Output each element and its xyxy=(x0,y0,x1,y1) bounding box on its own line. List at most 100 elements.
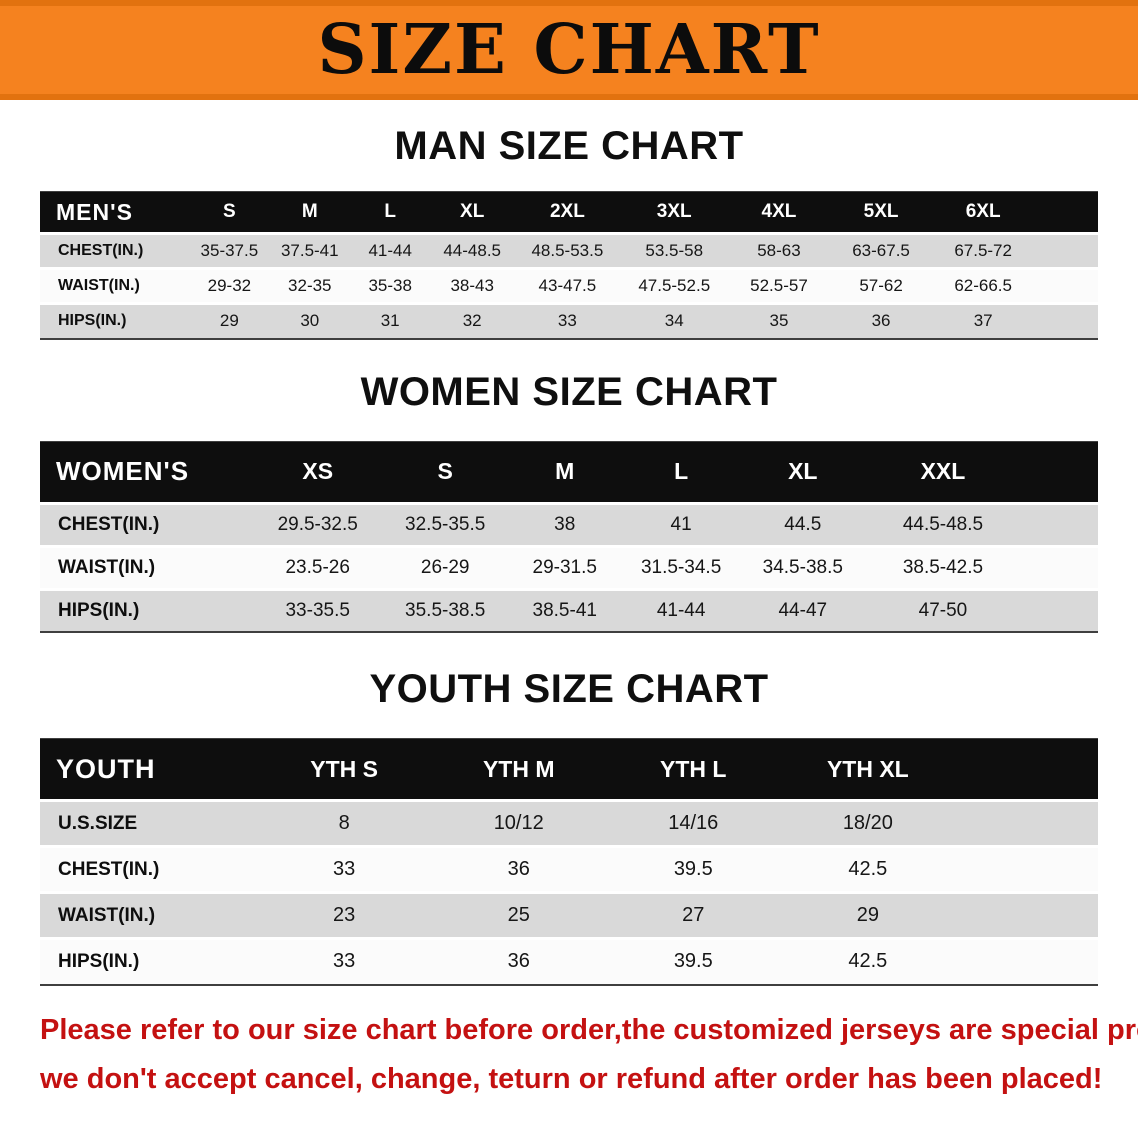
cell-value: 39.5 xyxy=(673,950,713,973)
cell-value: 48.5-53.5 xyxy=(531,241,604,260)
page-title: SIZE CHART xyxy=(317,10,821,90)
spacer-cell xyxy=(1034,304,1098,339)
table-row: HIPS(IN.) 33 36 39.5 42.5 xyxy=(40,938,1098,985)
cell-value: 27 xyxy=(682,904,705,926)
row-label: WAIST(IN.) xyxy=(58,277,140,294)
column-header: XXL xyxy=(920,458,966,484)
cell-value: 29-32 xyxy=(207,276,252,295)
cell-value: 35-38 xyxy=(368,276,412,295)
cell-value: 8 xyxy=(338,812,350,834)
table-corner-label: YOUTH xyxy=(56,753,156,784)
youth-size-section: YOUTH SIZE CHART YOUTH YTH S YTH M YTH L YTH… xyxy=(0,667,1138,986)
cell-value: 33 xyxy=(557,311,577,331)
cell-value: 32.5-35.5 xyxy=(405,513,486,535)
cell-value: 26-29 xyxy=(420,556,470,578)
cell-value: 25 xyxy=(507,904,530,926)
cell-value: 38.5-41 xyxy=(532,599,597,621)
cell-value: 32-35 xyxy=(288,276,332,295)
table-row: CHEST(IN.) 29.5-32.5 32.5-35.5 38 41 44.5 44.5… xyxy=(40,503,1098,546)
cell-value: 63-67.5 xyxy=(852,241,910,260)
table-header-row: WOMEN'S XS S M L XL XXL xyxy=(40,441,1098,503)
cell-value: 57-62 xyxy=(859,276,903,295)
cell-value: 52.5-57 xyxy=(750,276,808,295)
cell-value: 14/16 xyxy=(668,812,719,834)
cell-value: 29.5-32.5 xyxy=(277,513,358,535)
cell-value: 35-37.5 xyxy=(200,241,259,260)
cell-value: 38.5-42.5 xyxy=(902,556,984,578)
row-label: CHEST(IN.) xyxy=(58,858,160,880)
cell-value: 38 xyxy=(554,513,576,535)
cell-value: 39.5 xyxy=(673,858,713,880)
women-size-section: WOMEN SIZE CHART WOMEN'S XS S M L XL XXL CHEST(… xyxy=(0,370,1138,633)
table-row: WAIST(IN.) 29-32 32-35 35-38 38-43 43-47.5 47.… xyxy=(40,268,1098,304)
table-corner-label: WOMEN'S xyxy=(56,456,190,486)
cell-value: 37.5-41 xyxy=(280,241,339,260)
women-size-table: WOMEN'S XS S M L XL XXL CHEST(IN.) 29.5-32.5 32.5… xyxy=(40,440,1098,633)
spacer-cell xyxy=(1034,192,1098,234)
column-header: 5XL xyxy=(863,201,899,222)
cell-value: 10/12 xyxy=(493,812,544,834)
banner: SIZE CHART xyxy=(0,0,1138,100)
youth-size-table: YOUTH YTH S YTH M YTH L YTH XL U.S.SIZE 8 10/12… xyxy=(40,738,1098,986)
cell-value: 32 xyxy=(462,311,482,331)
spacer-cell xyxy=(1020,546,1098,589)
cell-value: 23 xyxy=(333,904,356,926)
column-header: YTH XL xyxy=(826,755,909,782)
column-header: YTH L xyxy=(660,755,727,782)
column-header: YTH M xyxy=(482,755,555,782)
spacer-cell xyxy=(955,939,1098,985)
cell-value: 35 xyxy=(769,311,789,331)
cell-value: 41-44 xyxy=(656,599,706,621)
row-label: HIPS(IN.) xyxy=(58,950,140,972)
table-row: CHEST(IN.) 33 36 39.5 42.5 xyxy=(40,846,1098,893)
cell-value: 44-47 xyxy=(778,599,828,621)
spacer-cell xyxy=(955,847,1098,893)
cell-value: 34 xyxy=(664,311,684,331)
row-label: HIPS(IN.) xyxy=(58,599,140,621)
row-label: WAIST(IN.) xyxy=(58,556,156,578)
cell-value: 29-31.5 xyxy=(532,556,597,578)
table-row: CHEST(IN.) 35-37.5 37.5-41 41-44 44-48.5 48.5… xyxy=(40,233,1098,269)
column-header: 6XL xyxy=(965,201,1001,222)
spacer-cell xyxy=(1020,503,1098,546)
spacer-cell xyxy=(955,893,1098,939)
table-row: WAIST(IN.) 23 25 27 29 xyxy=(40,892,1098,939)
column-header: 3XL xyxy=(656,201,692,222)
table-header-row: MEN'S S M L XL 2XL 3XL 4XL 5XL 6XL xyxy=(40,191,1098,234)
cell-value: 37 xyxy=(973,311,993,331)
row-label: WAIST(IN.) xyxy=(58,904,156,926)
cell-value: 29 xyxy=(219,311,239,331)
row-label: CHEST(IN.) xyxy=(58,513,160,535)
cell-value: 62-66.5 xyxy=(954,276,1012,295)
column-header: YTH S xyxy=(310,755,379,782)
cell-value: 31 xyxy=(380,311,400,331)
spacer-cell xyxy=(955,739,1098,801)
cell-value: 35.5-38.5 xyxy=(405,599,486,621)
cell-value: 47-50 xyxy=(918,599,968,621)
cell-value: 53.5-58 xyxy=(645,241,704,260)
cell-value: 41 xyxy=(670,513,692,535)
cell-value: 47.5-52.5 xyxy=(638,276,711,295)
spacer-cell xyxy=(1020,589,1098,632)
men-section-heading: MAN SIZE CHART xyxy=(394,124,744,168)
cell-value: 36 xyxy=(507,950,530,973)
row-label: HIPS(IN.) xyxy=(58,312,127,330)
cell-value: 44-48.5 xyxy=(443,241,502,260)
cell-value: 36 xyxy=(871,311,891,331)
column-header: M xyxy=(301,201,318,222)
table-row: HIPS(IN.) 29 30 31 32 33 34 35 36 37 xyxy=(40,303,1098,339)
column-header: S xyxy=(437,458,453,484)
cell-value: 58-63 xyxy=(757,241,801,260)
cell-value: 33-35.5 xyxy=(285,599,350,621)
cell-value: 23.5-26 xyxy=(285,556,350,578)
cell-value: 30 xyxy=(300,311,320,331)
table-row: WAIST(IN.) 23.5-26 26-29 29-31.5 31.5-34.5 34… xyxy=(40,546,1098,589)
column-header: L xyxy=(384,201,396,222)
spacer-cell xyxy=(955,801,1098,847)
column-header: M xyxy=(555,458,575,484)
youth-section-heading: YOUTH SIZE CHART xyxy=(369,667,769,711)
table-row: HIPS(IN.) 33-35.5 35.5-38.5 38.5-41 41-44 44-… xyxy=(40,589,1098,632)
cell-value: 38-43 xyxy=(450,276,494,295)
column-header: XS xyxy=(302,458,334,484)
table-corner-label: MEN'S xyxy=(56,198,133,225)
